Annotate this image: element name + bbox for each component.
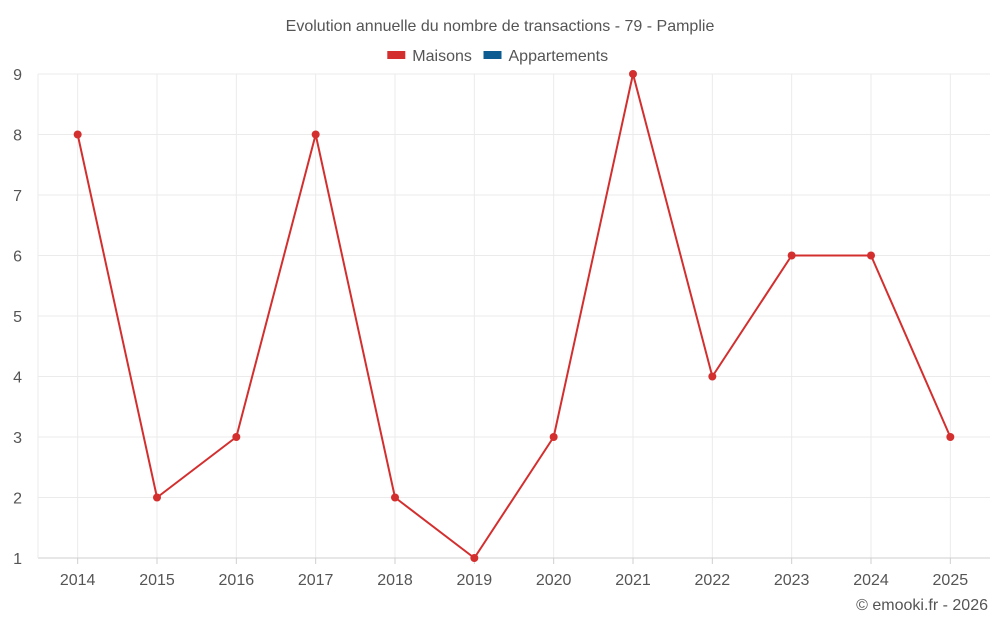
y-tick-label: 8: [13, 128, 22, 145]
x-tick-label: 2022: [695, 572, 731, 589]
data-point[interactable]: [311, 130, 320, 139]
x-tick-label: 2016: [219, 572, 255, 589]
y-tick-label: 9: [13, 67, 22, 84]
y-tick-label: 2: [13, 491, 22, 508]
data-point[interactable]: [867, 251, 875, 260]
credit-text: © emooki.fr - 2026: [856, 597, 988, 614]
legend[interactable]: Maisons Appartements: [387, 48, 608, 65]
chart-title: Evolution annuelle du nombre de transact…: [286, 18, 715, 35]
legend-item-appartements[interactable]: Appartements: [483, 48, 609, 65]
x-tick-label: 2019: [457, 572, 493, 589]
legend-swatch: [387, 51, 406, 59]
x-tick-label: 2017: [298, 572, 334, 589]
y-tick-label: 5: [13, 309, 22, 326]
x-tick-label: 2015: [139, 572, 175, 589]
y-tick-label: 6: [13, 249, 22, 266]
data-point[interactable]: [708, 372, 717, 381]
series-line-maisons: [76, 73, 952, 559]
axes: [37, 74, 990, 564]
x-tick-label: 2020: [536, 572, 572, 589]
legend-item-maisons[interactable]: Maisons: [387, 48, 472, 65]
plot-area: [73, 70, 955, 562]
legend-swatch: [483, 51, 502, 59]
x-tick-label: 2024: [853, 572, 889, 589]
grid: [38, 73, 990, 558]
tick-labels: 1 2 3 4 5 6 7 8 9 2014 2015 2016 2017 2018 2019 2020 202…: [13, 67, 968, 589]
data-point[interactable]: [470, 554, 479, 562]
x-tick-label: 2014: [60, 572, 96, 589]
legend-label: Appartements: [509, 48, 609, 65]
data-point[interactable]: [549, 433, 558, 441]
data-point[interactable]: [153, 493, 161, 502]
y-tick-label: 1: [13, 551, 22, 568]
data-point[interactable]: [391, 493, 399, 502]
y-tick-label: 4: [13, 370, 22, 387]
x-tick-label: 2023: [774, 572, 810, 589]
data-point[interactable]: [946, 433, 955, 441]
x-tick-label: 2025: [933, 572, 969, 589]
legend-label: Maisons: [412, 48, 472, 65]
x-tick-label: 2021: [615, 572, 651, 589]
y-tick-label: 3: [13, 430, 22, 447]
y-tick-label: 7: [13, 188, 22, 205]
data-point[interactable]: [73, 130, 82, 139]
data-point[interactable]: [629, 70, 637, 78]
data-point[interactable]: [787, 251, 796, 260]
x-tick-label: 2018: [377, 572, 413, 589]
data-point[interactable]: [232, 433, 241, 441]
